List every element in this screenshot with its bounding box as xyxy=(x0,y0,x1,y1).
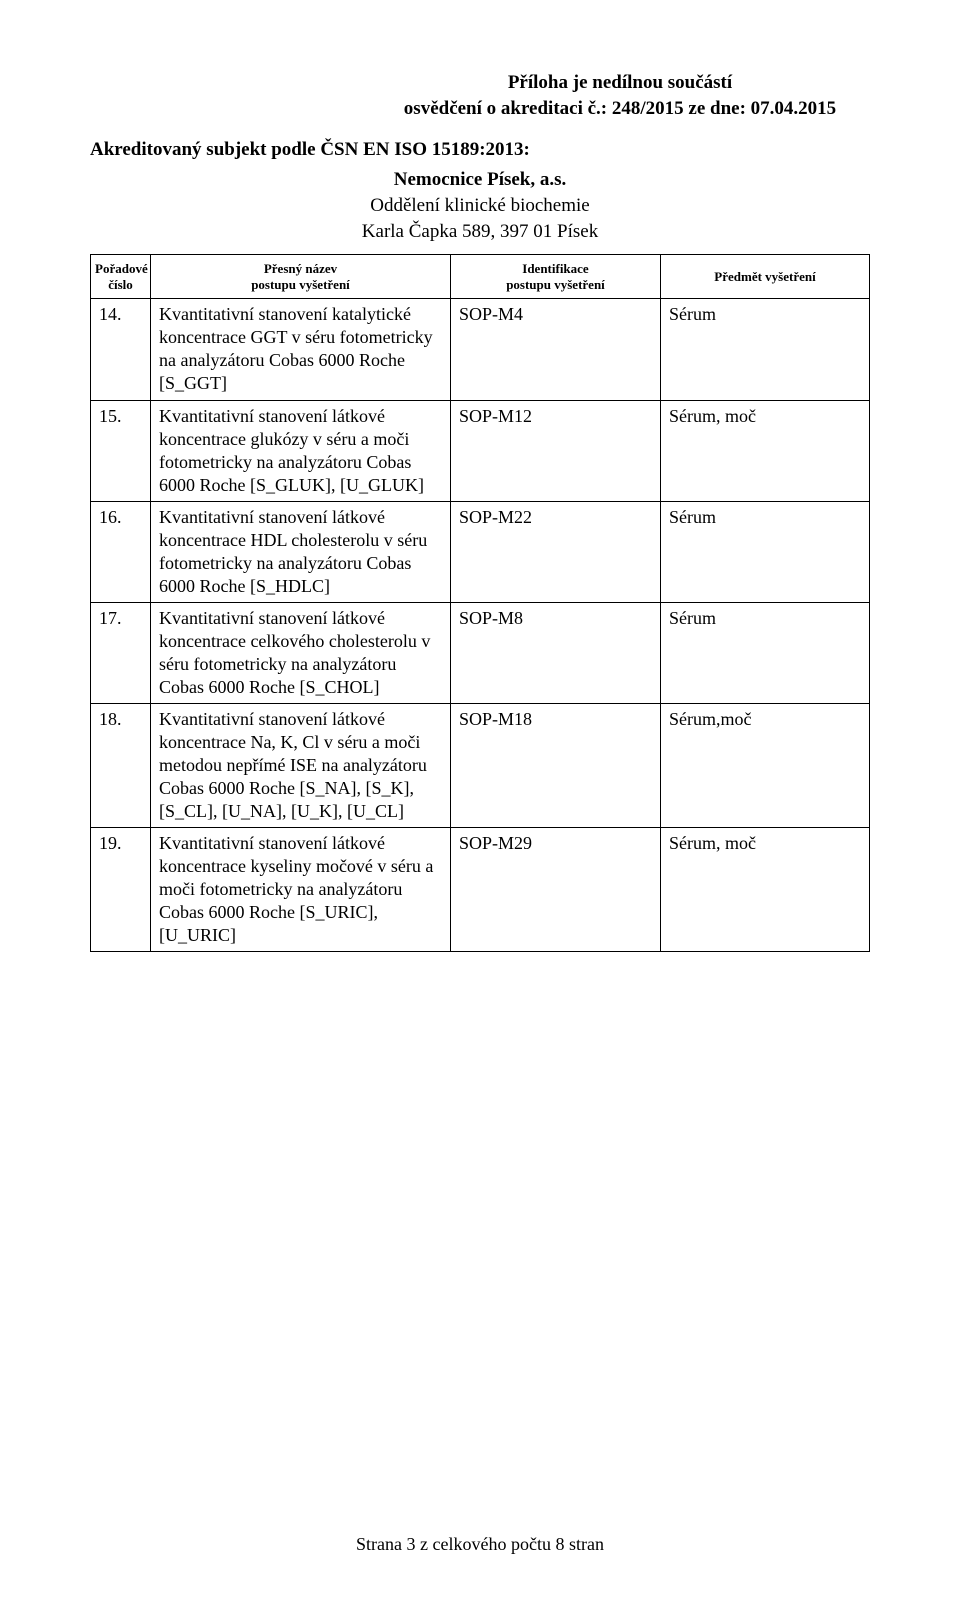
org-title: Nemocnice Písek, a.s. xyxy=(90,167,870,193)
header-line1: Příloha je nedílnou součástí xyxy=(370,70,870,96)
col-header-num: Pořadové číslo xyxy=(91,255,151,299)
page-footer: Strana 3 z celkového počtu 8 stran xyxy=(0,1534,960,1555)
cell-num: 16. xyxy=(91,501,151,602)
table-row: 18. Kvantitativní stanovení látkové konc… xyxy=(91,703,870,827)
cell-subj: Sérum, moč xyxy=(661,828,870,952)
col-header-subj: Předmět vyšetření xyxy=(661,255,870,299)
accredited-line: Akreditovaný subjekt podle ČSN EN ISO 15… xyxy=(90,139,870,161)
cell-id: SOP-M8 xyxy=(451,602,661,703)
col-header-num-l2: číslo xyxy=(108,277,133,292)
header-line2: osvědčení o akreditaci č.: 248/2015 ze d… xyxy=(370,96,870,122)
table-header-row: Pořadové číslo Přesný název postupu vyše… xyxy=(91,255,870,299)
cell-id: SOP-M12 xyxy=(451,400,661,501)
cell-id: SOP-M4 xyxy=(451,299,661,400)
col-header-id-l2: postupu vyšetření xyxy=(506,277,605,292)
table-row: 16. Kvantitativní stanovení látkové konc… xyxy=(91,501,870,602)
table-body: 14. Kvantitativní stanovení katalytické … xyxy=(91,299,870,952)
cell-num: 14. xyxy=(91,299,151,400)
cell-name: Kvantitativní stanovení katalytické konc… xyxy=(151,299,451,400)
examinations-table: Pořadové číslo Přesný název postupu vyše… xyxy=(90,254,870,952)
cell-subj: Sérum, moč xyxy=(661,400,870,501)
cell-name: Kvantitativní stanovení látkové koncentr… xyxy=(151,501,451,602)
table-row: 17. Kvantitativní stanovení látkové konc… xyxy=(91,602,870,703)
col-header-name: Přesný název postupu vyšetření xyxy=(151,255,451,299)
header-block: Příloha je nedílnou součástí osvědčení o… xyxy=(370,70,870,121)
col-header-name-l2: postupu vyšetření xyxy=(251,277,350,292)
org-dept: Oddělení klinické biochemie xyxy=(90,193,870,219)
cell-subj: Sérum xyxy=(661,501,870,602)
cell-subj: Sérum xyxy=(661,299,870,400)
cell-num: 18. xyxy=(91,703,151,827)
cell-id: SOP-M29 xyxy=(451,828,661,952)
cell-name: Kvantitativní stanovení látkové koncentr… xyxy=(151,828,451,952)
center-block: Nemocnice Písek, a.s. Oddělení klinické … xyxy=(90,167,870,244)
cell-name: Kvantitativní stanovení látkové koncentr… xyxy=(151,602,451,703)
cell-id: SOP-M18 xyxy=(451,703,661,827)
table-row: 14. Kvantitativní stanovení katalytické … xyxy=(91,299,870,400)
cell-num: 19. xyxy=(91,828,151,952)
cell-num: 17. xyxy=(91,602,151,703)
col-header-num-l1: Pořadové xyxy=(95,261,148,276)
cell-name: Kvantitativní stanovení látkové koncentr… xyxy=(151,400,451,501)
table-row: 15. Kvantitativní stanovení látkové konc… xyxy=(91,400,870,501)
col-header-name-l1: Přesný název xyxy=(264,261,337,276)
col-header-id-l1: Identifikace xyxy=(522,261,588,276)
org-address: Karla Čapka 589, 397 01 Písek xyxy=(90,219,870,245)
cell-num: 15. xyxy=(91,400,151,501)
cell-id: SOP-M22 xyxy=(451,501,661,602)
cell-subj: Sérum,moč xyxy=(661,703,870,827)
cell-name: Kvantitativní stanovení látkové koncentr… xyxy=(151,703,451,827)
table-row: 19. Kvantitativní stanovení látkové konc… xyxy=(91,828,870,952)
cell-subj: Sérum xyxy=(661,602,870,703)
col-header-id: Identifikace postupu vyšetření xyxy=(451,255,661,299)
